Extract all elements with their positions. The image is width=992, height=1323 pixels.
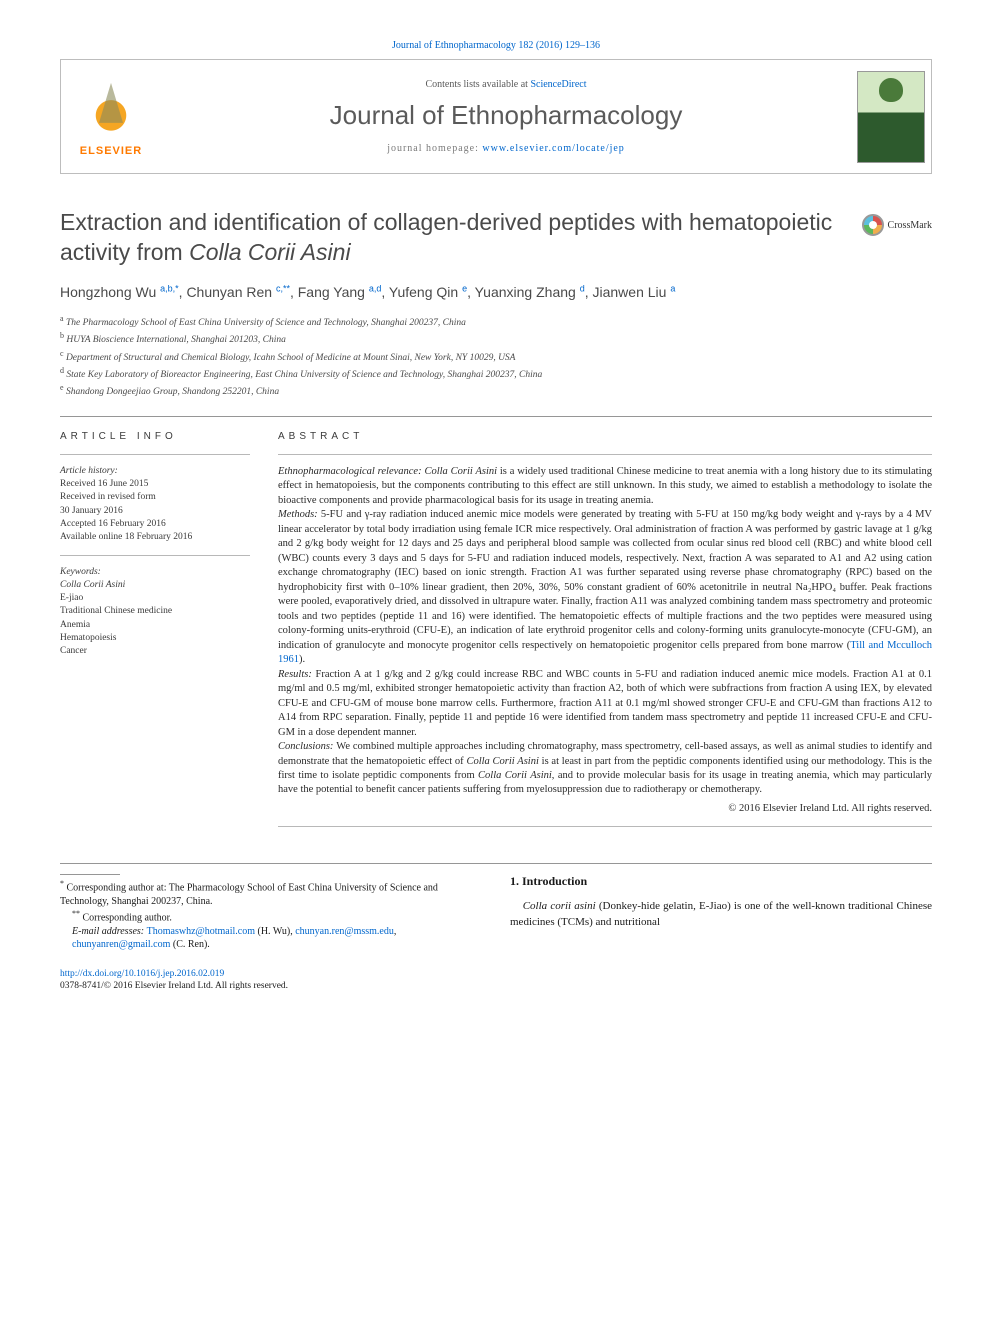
author: Fang Yang a,d	[298, 284, 382, 300]
journal-cover	[851, 60, 931, 173]
author-sup: a,b,*	[160, 283, 179, 293]
doi-link[interactable]: http://dx.doi.org/10.1016/j.jep.2016.02.…	[60, 969, 224, 979]
author-sup: c,**	[276, 283, 290, 293]
history-line: 30 January 2016	[60, 505, 250, 518]
homepage-prefix: journal homepage:	[387, 143, 482, 154]
affiliations: a The Pharmacology School of East China …	[60, 313, 932, 400]
correspondence-footnotes: * Corresponding author at: The Pharmacol…	[60, 874, 470, 951]
issn-copyright: 0378-8741/© 2016 Elsevier Ireland Ltd. A…	[60, 981, 288, 991]
article-info-heading: ARTICLE INFO	[60, 431, 250, 442]
homepage-line: journal homepage: www.elsevier.com/locat…	[387, 143, 625, 154]
keyword: Cancer	[60, 645, 250, 658]
crossmark-label: CrossMark	[888, 220, 932, 231]
abstract-body: Ethnopharmacological relevance: Colla Co…	[278, 465, 932, 817]
author: Hongzhong Wu a,b,*	[60, 284, 179, 300]
journal-name: Journal of Ethnopharmacology	[330, 100, 683, 131]
author-sup: a,d	[369, 283, 382, 293]
results-label: Results:	[278, 669, 316, 680]
info-divider	[60, 555, 250, 556]
title-plain: Extraction and identification of collage…	[60, 209, 832, 265]
introduction-heading: 1. Introduction	[510, 874, 932, 889]
affiliation: b HUYA Bioscience International, Shangha…	[60, 330, 932, 347]
crossmark-badge[interactable]: CrossMark	[862, 214, 932, 236]
relevance-label: Ethnopharmacological relevance:	[278, 466, 424, 477]
footnote-rule	[60, 874, 120, 875]
elsevier-tree-icon	[79, 77, 143, 141]
cover-thumbnail-icon	[857, 71, 925, 163]
journal-header: ELSEVIER Contents lists available at Sci…	[60, 59, 932, 174]
abstract-heading: ABSTRACT	[278, 431, 932, 442]
conclusions-label: Conclusions:	[278, 741, 336, 752]
results-text: Fraction A at 1 g/kg and 2 g/kg could in…	[278, 669, 932, 738]
sciencedirect-link[interactable]: ScienceDirect	[530, 79, 586, 90]
affiliation: a The Pharmacology School of East China …	[60, 313, 932, 330]
keyword: E-jiao	[60, 592, 250, 605]
authors-line: Hongzhong Wu a,b,*, Chunyan Ren c,**, Fa…	[60, 282, 932, 303]
article-info-column: ARTICLE INFO Article history: Received 1…	[60, 431, 250, 838]
history-line: Received 16 June 2015	[60, 478, 250, 491]
homepage-link[interactable]: www.elsevier.com/locate/jep	[482, 143, 624, 154]
article-history: Article history: Received 16 June 2015Re…	[60, 465, 250, 545]
keywords-block: Keywords: Colla Corii AsiniE-jiaoTraditi…	[60, 566, 250, 659]
history-line: Accepted 16 February 2016	[60, 518, 250, 531]
abstract-copyright: © 2016 Elsevier Ireland Ltd. All rights …	[278, 802, 932, 816]
intro-italic: Colla corii asini	[523, 900, 596, 912]
info-divider	[60, 454, 250, 455]
elsevier-wordmark: ELSEVIER	[80, 145, 142, 157]
keyword: Anemia	[60, 619, 250, 632]
doi-block: http://dx.doi.org/10.1016/j.jep.2016.02.…	[60, 968, 932, 993]
footnote-star2: ** Corresponding author.	[72, 909, 470, 925]
author: Chunyan Ren c,**	[186, 284, 290, 300]
author-sup: a	[670, 283, 675, 293]
history-line: Received in revised form	[60, 491, 250, 504]
author: Yufeng Qin e	[389, 284, 467, 300]
abstract-column: ABSTRACT Ethnopharmacological relevance:…	[278, 431, 932, 838]
footer-divider	[60, 863, 932, 864]
methods-text: 5-FU and γ-ray radiation induced anemic …	[278, 509, 932, 650]
crossmark-icon	[862, 214, 884, 236]
top-citation: Journal of Ethnopharmacology 182 (2016) …	[60, 40, 932, 51]
elsevier-logo: ELSEVIER	[61, 60, 161, 173]
keyword: Colla Corii Asini	[60, 579, 250, 592]
author-sup: d	[580, 283, 585, 293]
divider	[60, 416, 932, 417]
email-link[interactable]: Thomaswhz@hotmail.com	[147, 926, 255, 937]
author-sup: e	[462, 283, 467, 293]
top-citation-link[interactable]: Journal of Ethnopharmacology 182 (2016) …	[392, 40, 600, 51]
author: Jianwen Liu a	[593, 284, 676, 300]
email-link[interactable]: chunyan.ren@mssm.edu	[295, 926, 394, 937]
article-title: Extraction and identification of collage…	[60, 208, 842, 268]
methods-tail: ).	[299, 654, 305, 665]
email-label: E-mail addresses:	[72, 926, 147, 937]
contents-prefix: Contents lists available at	[425, 79, 530, 90]
introduction-body: Colla corii asini (Donkey-hide gelatin, …	[510, 899, 932, 930]
title-italic: Colla Corii Asini	[189, 239, 350, 265]
info-divider	[278, 454, 932, 455]
keywords-label: Keywords:	[60, 566, 250, 579]
header-center: Contents lists available at ScienceDirec…	[161, 60, 851, 173]
keyword: Traditional Chinese medicine	[60, 605, 250, 618]
footnote-emails: E-mail addresses: Thomaswhz@hotmail.com …	[72, 925, 470, 952]
affiliation: e Shandong Dongeejiao Group, Shandong 25…	[60, 382, 932, 399]
history-line: Available online 18 February 2016	[60, 531, 250, 544]
methods-label: Methods:	[278, 509, 321, 520]
conclusions-text: We combined multiple approaches includin…	[278, 741, 932, 795]
info-divider	[278, 826, 932, 827]
affiliation: c Department of Structural and Chemical …	[60, 348, 932, 365]
email-link[interactable]: chunyanren@gmail.com	[72, 939, 170, 950]
introduction-column: 1. Introduction Colla corii asini (Donke…	[510, 874, 932, 951]
contents-line: Contents lists available at ScienceDirec…	[425, 79, 586, 90]
history-label: Article history:	[60, 465, 250, 478]
keyword: Hematopoiesis	[60, 632, 250, 645]
author: Yuanxing Zhang d	[475, 284, 585, 300]
affiliation: d State Key Laboratory of Bioreactor Eng…	[60, 365, 932, 382]
footnote-star1: * Corresponding author at: The Pharmacol…	[60, 879, 470, 908]
